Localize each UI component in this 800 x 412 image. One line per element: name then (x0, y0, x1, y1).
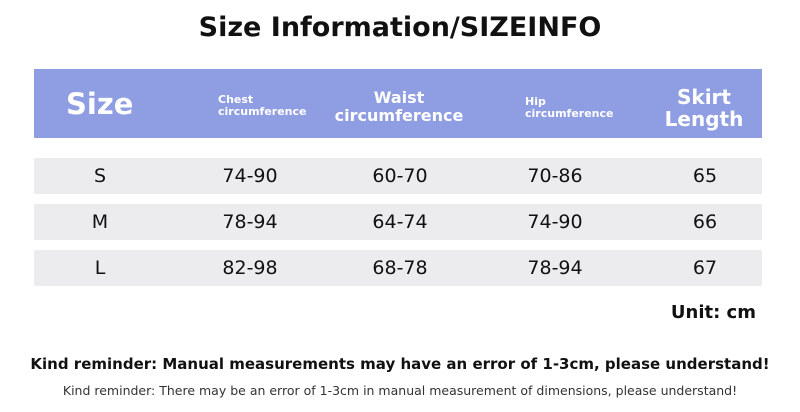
table-cell: 78-94 (527, 257, 583, 279)
column-header: Waist circumference (334, 88, 464, 125)
table-row: S 74-90 60-70 70-86 65 (34, 158, 762, 194)
table-cell: S (93, 165, 107, 187)
table-cell: L (94, 257, 106, 279)
table-cell: 74-90 (222, 165, 278, 187)
reminder: Kind reminder: There may be an error of … (62, 383, 738, 398)
table-cell: 65 (692, 165, 718, 187)
column-header: Skirt Length (664, 85, 744, 131)
table-row: M 78-94 64-74 74-90 66 (34, 204, 762, 240)
table-cell: 60-70 (372, 165, 428, 187)
unit: Unit: cm (670, 302, 756, 323)
reminder: Kind reminder: Manual measurements may h… (30, 355, 770, 373)
table-header: Size Chest circumference Waist circumfer… (34, 69, 762, 138)
table-cell: 66 (692, 211, 718, 233)
table-cell: 70-86 (527, 165, 583, 187)
table-cell: 74-90 (527, 211, 583, 233)
table-cell: 68-78 (372, 257, 428, 279)
table-cell: 78-94 (222, 211, 278, 233)
table-cell: 64-74 (372, 211, 428, 233)
table-cell: 82-98 (222, 257, 278, 279)
table-cell: 67 (692, 257, 718, 279)
table-row: L 82-98 68-78 78-94 67 (34, 250, 762, 286)
title: Size Information/SIZEINFO (198, 12, 602, 43)
column-header: Hip circumference (525, 95, 614, 121)
column-header: Size (66, 87, 134, 121)
column-header: Chest circumference (218, 93, 307, 119)
table-cell: M (91, 211, 109, 233)
